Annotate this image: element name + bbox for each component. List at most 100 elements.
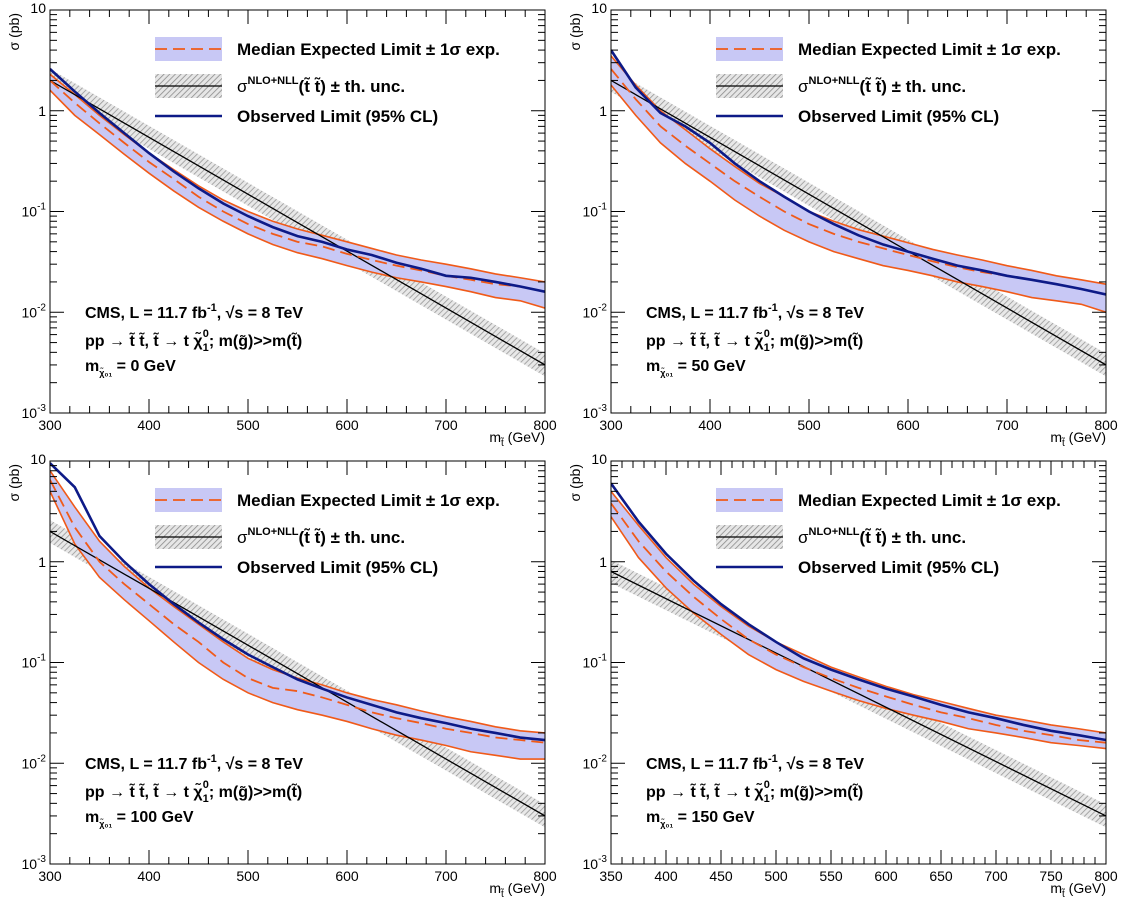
x-axis-title: mt̃ (GeV) (1050, 429, 1106, 449)
x-tick-label: 500 (236, 868, 260, 884)
x-tick-label: 450 (709, 868, 733, 884)
legend-theory-label: σNLO+NLL(t̃ t̃) ± th. unc. (798, 75, 966, 96)
x-tick-label: 650 (929, 868, 953, 884)
analysis-info: CMS, L = 11.7 fb-1, √s = 8 TeV pp → t̃ t̃… (85, 302, 303, 378)
y-tick-label: 10-1 (583, 653, 608, 671)
y-tick-label: 1 (38, 554, 46, 570)
neutralino-mass-label: mχ̃₀₁ = 100 GeV (85, 809, 194, 829)
y-axis-title: σ (pb) (567, 13, 583, 50)
legend-observed-label: Observed Limit (95% CL) (798, 558, 999, 577)
process-label: pp → t̃ t̃, t̃ → t χ̃10; m(g̃)>>m(t̃) (85, 779, 302, 805)
expected-minus-1sigma-line (50, 490, 545, 760)
cms-lumi-label: CMS, L = 11.7 fb-1, √s = 8 TeV (85, 753, 303, 773)
x-tick-label: 400 (654, 868, 678, 884)
limit-plot-bottom-right: 10-3 10-2 10-1 1 10 350 400 450 500 550 600 650 700 7… (561, 451, 1121, 901)
x-tick-label: 300 (38, 868, 62, 884)
x-tick-label: 700 (434, 868, 458, 884)
x-tick-label: 750 (1039, 868, 1063, 884)
y-tick-label: 10-1 (22, 653, 47, 671)
median-expected-line (611, 502, 1106, 744)
analysis-info: CMS, L = 11.7 fb-1, √s = 8 TeV pp → t̃ t̃… (646, 302, 864, 378)
y-axis-title: σ (pb) (6, 464, 22, 501)
limit-plot-top-left: 10-3 10-2 10-1 1 10 300 400 500 600 700 800 σ (pb) m… (0, 0, 560, 450)
x-tick-label: 600 (874, 868, 898, 884)
x-tick-label: 600 (335, 417, 359, 433)
legend-expected-label: Median Expected Limit ± 1σ exp. (798, 491, 1061, 510)
limit-plot-bottom-left: 10-3 10-2 10-1 1 10 300 400 500 600 700 800 σ (pb) m… (0, 451, 560, 901)
x-axis-title: mt̃ (GeV) (1050, 880, 1106, 900)
analysis-info: CMS, L = 11.7 fb-1, √s = 8 TeV pp → t̃ t̃… (646, 753, 864, 829)
legend-expected-label: Median Expected Limit ± 1σ exp. (237, 491, 500, 510)
x-tick-label: 800 (533, 868, 557, 884)
y-tick-label: 10-2 (22, 753, 47, 771)
cms-lumi-label: CMS, L = 11.7 fb-1, √s = 8 TeV (85, 302, 303, 322)
process-label: pp → t̃ t̃, t̃ → t χ̃10; m(g̃)>>m(t̃) (646, 779, 863, 805)
y-tick-label: 1 (599, 103, 607, 119)
legend: Median Expected Limit ± 1σ exp. σNLO+NLL(… (716, 488, 1061, 577)
x-tick-label: 700 (984, 868, 1008, 884)
y-tick-label: 10-3 (22, 854, 47, 872)
y-tick-label: 10 (30, 451, 46, 467)
observed-limit-line (50, 67, 545, 293)
process-label: pp → t̃ t̃, t̃ → t χ̃10; m(g̃)>>m(t̃) (646, 328, 863, 354)
x-tick-label: 350 (599, 868, 623, 884)
expected-minus-1sigma-line (611, 84, 1106, 314)
observed-limit-line (611, 482, 1106, 742)
expected-plus-1sigma-line (611, 55, 1106, 285)
legend-observed-label: Observed Limit (95% CL) (237, 107, 438, 126)
legend-theory-label: σNLO+NLL(t̃ t̃) ± th. unc. (237, 526, 405, 547)
x-axis-title: mt̃ (GeV) (489, 880, 545, 900)
chart-svg: 10-3 10-2 10-1 1 10 300 400 500 600 700 800 σ (pb) m… (6, 451, 557, 900)
legend-expected-label: Median Expected Limit ± 1σ exp. (237, 40, 500, 59)
chart-svg: 10-3 10-2 10-1 1 10 300 400 500 600 700 800 σ (pb) m… (6, 0, 557, 449)
y-tick-label: 10 (591, 451, 607, 467)
x-tick-label: 400 (137, 417, 161, 433)
y-tick-label: 10-2 (22, 302, 47, 320)
x-tick-label: 500 (236, 417, 260, 433)
y-tick-label: 10 (30, 0, 46, 16)
cms-lumi-label: CMS, L = 11.7 fb-1, √s = 8 TeV (646, 302, 864, 322)
observed-limit-line (611, 49, 1106, 296)
expected-1sigma-band (611, 55, 1106, 313)
median-expected-line (50, 79, 545, 293)
theory-xsec-line (611, 79, 1106, 366)
theory-xsec-line (50, 79, 545, 366)
chart-svg: 10-3 10-2 10-1 1 10 300 400 500 600 700 800 σ (pb) m… (567, 0, 1118, 449)
x-axis-title: mt̃ (GeV) (489, 429, 545, 449)
y-tick-label: 10-3 (583, 854, 608, 872)
observed-limit-line (50, 462, 545, 742)
legend-expected-label: Median Expected Limit ± 1σ exp. (798, 40, 1061, 59)
x-tick-label: 700 (434, 417, 458, 433)
y-axis-title: σ (pb) (567, 464, 583, 501)
y-tick-label: 1 (599, 554, 607, 570)
x-tick-label: 800 (1094, 868, 1118, 884)
x-tick-label: 700 (995, 417, 1019, 433)
median-expected-line (50, 479, 545, 744)
theory-xsec-line (611, 570, 1106, 817)
legend: Median Expected Limit ± 1σ exp. σNLO+NLL(… (155, 37, 500, 126)
y-tick-label: 10-3 (22, 403, 47, 421)
x-tick-label: 550 (819, 868, 843, 884)
expected-minus-1sigma-line (50, 89, 545, 309)
legend-theory-label: σNLO+NLL(t̃ t̃) ± th. unc. (237, 75, 405, 96)
limit-plot-top-right: 10-3 10-2 10-1 1 10 300 400 500 600 700 800 σ (pb) m… (561, 0, 1121, 450)
y-axis-title: σ (pb) (6, 13, 22, 50)
cms-lumi-label: CMS, L = 11.7 fb-1, √s = 8 TeV (646, 753, 864, 773)
y-tick-label: 10-1 (583, 202, 608, 220)
y-tick-label: 10-2 (583, 302, 608, 320)
legend-observed-label: Observed Limit (95% CL) (798, 107, 999, 126)
legend: Median Expected Limit ± 1σ exp. σNLO+NLL(… (155, 488, 500, 577)
neutralino-mass-label: mχ̃₀₁ = 0 GeV (85, 358, 176, 378)
y-tick-label: 10-3 (583, 403, 608, 421)
y-tick-label: 10-2 (583, 753, 608, 771)
legend-observed-label: Observed Limit (95% CL) (237, 558, 438, 577)
x-tick-label: 500 (764, 868, 788, 884)
process-label: pp → t̃ t̃, t̃ → t χ̃10; m(g̃)>>m(t̃) (85, 328, 302, 354)
x-tick-label: 800 (533, 417, 557, 433)
x-tick-label: 300 (38, 417, 62, 433)
expected-plus-1sigma-line (611, 490, 1106, 734)
median-expected-line (611, 68, 1106, 296)
x-tick-label: 500 (797, 417, 821, 433)
x-tick-label: 600 (335, 868, 359, 884)
